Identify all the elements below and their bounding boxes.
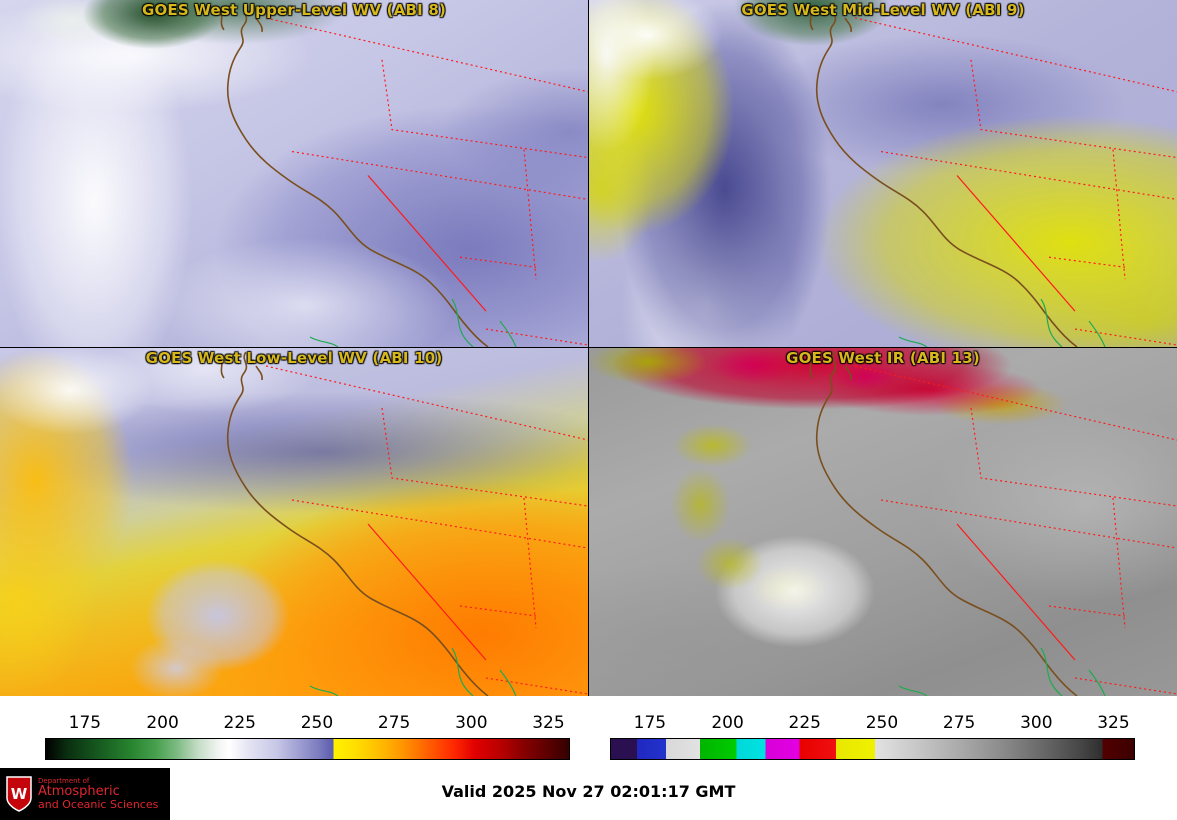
ir-colorbar-group: 175 200 225 250 275 300 325 (610, 712, 1135, 760)
map-overlay (589, 348, 1177, 696)
colorbar-tick: 250 (865, 713, 899, 733)
valid-timestamp: Valid 2025 Nov 27 02:01:17 GMT (441, 782, 736, 801)
panel-title-ir: GOES West IR (ABI 13) (786, 349, 980, 367)
colorbar-tick: 325 (532, 713, 565, 733)
colorbar-tick: 250 (300, 713, 334, 733)
panel-low-level-wv: GOES West Low-Level WV (ABI 10) (0, 348, 588, 696)
ir-colorbar-ticks: 175 200 225 250 275 300 325 (610, 712, 1135, 738)
map-overlay (0, 0, 588, 347)
satellite-quad-grid: GOES West Upper-Level WV (ABI 8) GOES We… (0, 0, 1177, 696)
colorbar-tick: 275 (377, 713, 411, 733)
colorbar-tick: 225 (223, 713, 256, 733)
logo-dept-line: Department of (38, 776, 90, 785)
colorbar-tick: 175 (68, 713, 102, 733)
ir-colorbar (610, 738, 1135, 760)
uw-aos-logo: W Department of Atmospheric and Oceanic … (0, 768, 170, 820)
colorbar-tick: 325 (1097, 713, 1130, 733)
panel-title-mid-level-wv: GOES West Mid-Level WV (ABI 9) (741, 1, 1025, 19)
colorbar-tick: 225 (788, 713, 821, 733)
colorbar-row: 175 200 225 250 275 300 325 175 200 225 … (0, 696, 1177, 766)
map-overlay (589, 0, 1177, 347)
panel-ir: GOES West IR (ABI 13) (589, 348, 1177, 696)
logo-text: Department of Atmospheric and Oceanic Sc… (38, 776, 159, 811)
wv-colorbar-ticks: 175 200 225 250 275 300 325 (45, 712, 570, 738)
logo-atmospheric-line: Atmospheric (38, 784, 120, 800)
colorbar-tick: 300 (455, 713, 488, 733)
wv-colorbar (45, 738, 570, 760)
colorbar-tick: 275 (942, 713, 976, 733)
colorbar-tick: 175 (633, 713, 667, 733)
panel-mid-level-wv: GOES West Mid-Level WV (ABI 9) (589, 0, 1177, 347)
uw-crest-icon: W (6, 776, 32, 812)
panel-title-low-level-wv: GOES West Low-Level WV (ABI 10) (145, 349, 443, 367)
colorbar-tick: 200 (711, 713, 744, 733)
wv-colorbar-group: 175 200 225 250 275 300 325 (45, 712, 570, 760)
panel-upper-level-wv: GOES West Upper-Level WV (ABI 8) (0, 0, 588, 347)
footer: W Department of Atmospheric and Oceanic … (0, 766, 1177, 820)
colorbar-tick: 300 (1020, 713, 1053, 733)
svg-text:W: W (11, 785, 28, 803)
logo-oceanic-line: and Oceanic Sciences (38, 797, 159, 811)
colorbar-tick: 200 (146, 713, 179, 733)
map-overlay (0, 348, 588, 696)
panel-title-upper-level-wv: GOES West Upper-Level WV (ABI 8) (141, 1, 447, 19)
